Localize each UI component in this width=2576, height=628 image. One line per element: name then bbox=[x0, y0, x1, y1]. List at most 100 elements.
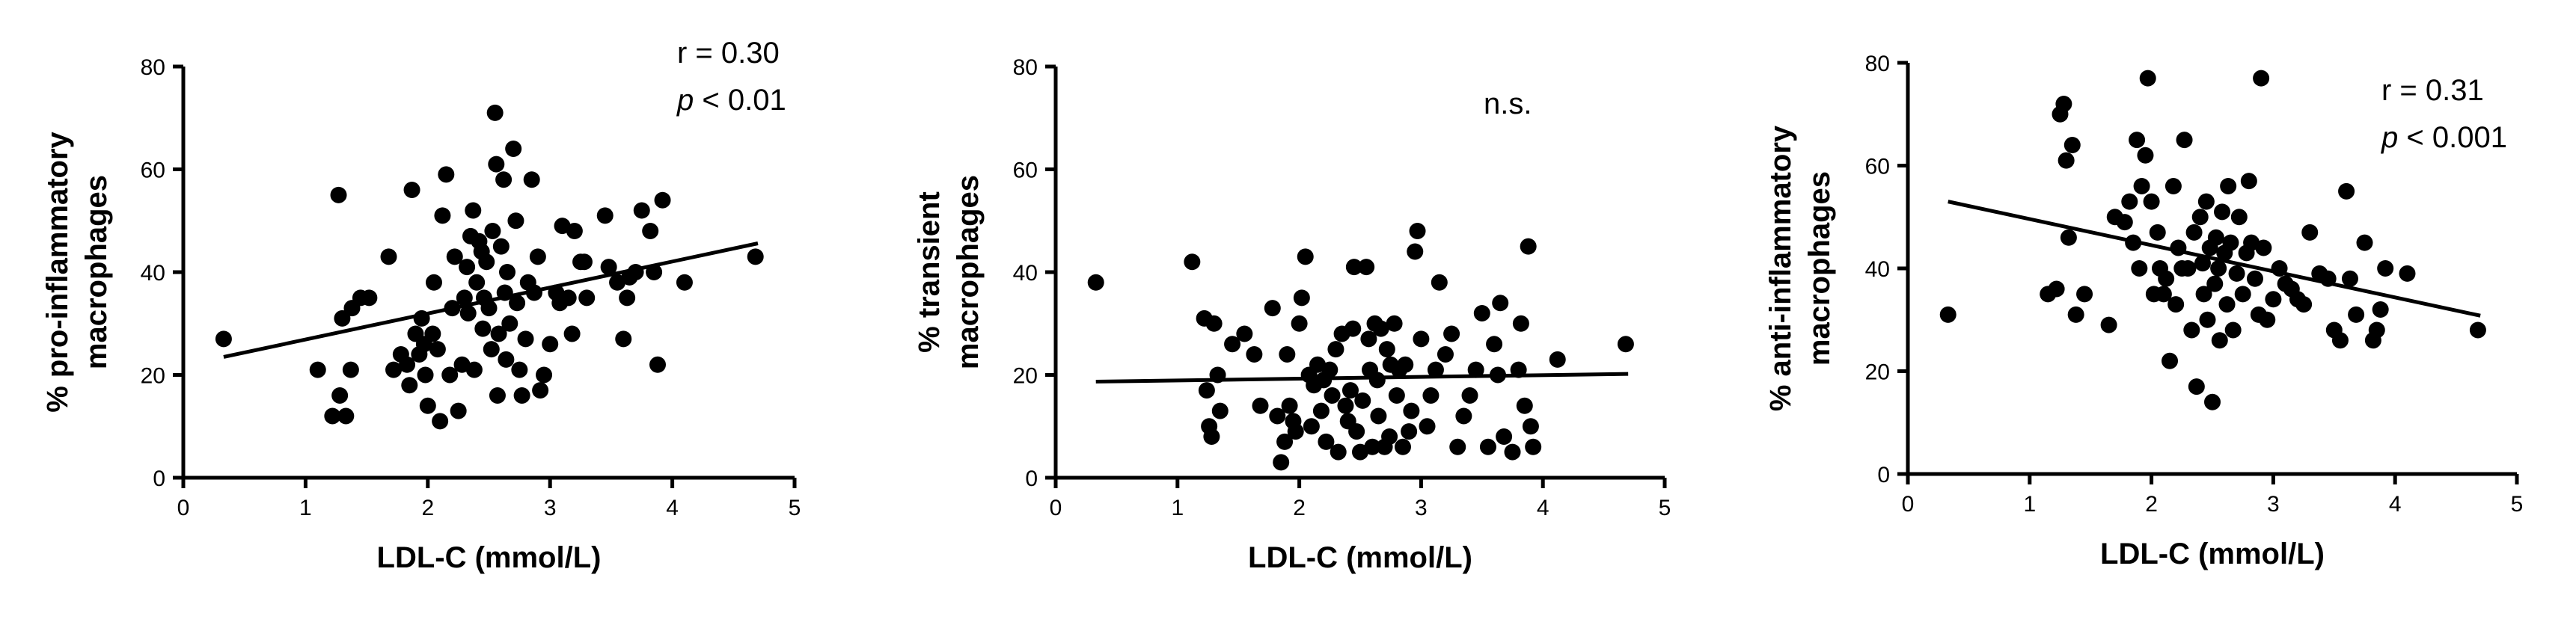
data-point bbox=[498, 351, 515, 368]
y-axis-title-line: % anti-inflammatory bbox=[1764, 125, 1797, 411]
y-tick-label: 60 bbox=[1865, 155, 1890, 179]
y-tick-label: 0 bbox=[153, 467, 165, 491]
scatter-panel-2: 0 20 40 60 80 0 1 2 3 4 5 LDL-C (mmol/L) % transient… bbox=[913, 55, 1671, 574]
data-point bbox=[2121, 193, 2138, 210]
y-axis-title-line: macrophages bbox=[80, 175, 113, 369]
data-point bbox=[309, 361, 326, 378]
data-point bbox=[2469, 321, 2486, 339]
data-point bbox=[1318, 433, 1335, 450]
data-point bbox=[1209, 366, 1226, 384]
data-point bbox=[2271, 260, 2288, 277]
stats-annotation: p < 0.01 bbox=[676, 84, 786, 117]
data-point bbox=[1269, 407, 1286, 425]
data-point bbox=[2301, 224, 2319, 241]
data-point bbox=[1345, 259, 1362, 276]
data-point bbox=[2133, 178, 2150, 194]
data-point bbox=[465, 202, 482, 219]
data-point bbox=[1388, 387, 1405, 404]
data-point bbox=[1312, 402, 1330, 419]
x-tick-label: 0 bbox=[1902, 492, 1915, 517]
x-tick-label: 0 bbox=[1050, 496, 1062, 520]
data-point bbox=[331, 387, 349, 404]
data-point bbox=[1510, 361, 1527, 378]
x-tick-label: 1 bbox=[1171, 496, 1184, 520]
data-point bbox=[1443, 325, 1460, 342]
data-point bbox=[1303, 418, 1320, 435]
data-point bbox=[1344, 320, 1362, 337]
data-point bbox=[334, 310, 351, 327]
y-tick-label: 80 bbox=[1865, 52, 1890, 76]
data-point bbox=[1525, 438, 1542, 455]
data-point bbox=[2368, 321, 2385, 339]
data-point bbox=[1397, 356, 1414, 373]
data-point bbox=[1479, 438, 1496, 455]
data-point bbox=[2188, 378, 2205, 395]
data-point bbox=[1341, 382, 1359, 399]
data-point bbox=[1203, 428, 1220, 445]
data-point bbox=[488, 156, 505, 173]
data-point bbox=[478, 253, 495, 271]
y-tick-label: 0 bbox=[1877, 463, 1890, 487]
data-point bbox=[2055, 96, 2072, 112]
data-point bbox=[361, 289, 378, 307]
data-point bbox=[492, 238, 510, 255]
data-point bbox=[2060, 229, 2077, 246]
data-point bbox=[432, 413, 449, 430]
data-point bbox=[600, 259, 617, 276]
y-axis-title-line: % pro-inflammatory bbox=[41, 131, 74, 412]
data-point bbox=[499, 264, 516, 280]
data-point bbox=[2176, 132, 2193, 149]
x-tick-label: 2 bbox=[2145, 492, 2158, 517]
x-axis-title: LDL-C (mmol/L) bbox=[1248, 541, 1472, 574]
data-point bbox=[2197, 193, 2215, 210]
data-point bbox=[1205, 315, 1223, 332]
data-point bbox=[1372, 320, 1389, 337]
data-point bbox=[2137, 147, 2154, 164]
data-point bbox=[1422, 387, 1440, 404]
x-tick-label: 2 bbox=[421, 496, 434, 520]
data-point bbox=[486, 104, 504, 121]
data-point bbox=[484, 223, 501, 239]
data-point bbox=[633, 202, 650, 219]
data-point bbox=[2338, 182, 2355, 200]
x-axis-title: LDL-C (mmol/L) bbox=[2100, 538, 2325, 570]
data-point bbox=[2131, 260, 2148, 277]
y-axis-title-line: % transient bbox=[913, 191, 946, 353]
data-point bbox=[496, 284, 513, 301]
data-point bbox=[676, 274, 693, 291]
data-point bbox=[511, 361, 528, 378]
data-point bbox=[509, 295, 526, 312]
data-point bbox=[215, 330, 232, 348]
data-point bbox=[2207, 229, 2224, 246]
data-point bbox=[2204, 393, 2221, 410]
data-point bbox=[1394, 438, 1411, 455]
y-tick-label: 80 bbox=[141, 55, 165, 80]
stats-annotation: p < 0.001 bbox=[2381, 121, 2507, 154]
stats-annotation: r = 0.30 bbox=[677, 37, 780, 70]
data-point bbox=[417, 366, 434, 384]
data-point bbox=[1252, 397, 1269, 414]
data-point bbox=[2399, 265, 2416, 282]
data-point bbox=[2356, 234, 2373, 251]
data-point bbox=[1368, 372, 1386, 389]
data-point bbox=[1330, 443, 1347, 461]
data-point bbox=[399, 356, 416, 373]
data-point bbox=[2100, 316, 2117, 333]
scatter-panel-3: 0 20 40 60 80 0 1 2 3 4 5 LDL-C (mmol/L) % anti-infl… bbox=[1764, 52, 2523, 570]
data-point bbox=[1337, 397, 1354, 414]
data-point bbox=[501, 315, 518, 332]
data-point bbox=[1427, 361, 1444, 378]
data-point bbox=[1273, 454, 1290, 471]
data-point bbox=[1297, 248, 1314, 265]
data-point bbox=[1246, 346, 1263, 363]
y-tick-label: 60 bbox=[1013, 158, 1038, 183]
data-point bbox=[1364, 438, 1381, 455]
data-point bbox=[444, 300, 461, 317]
data-point bbox=[1236, 325, 1253, 342]
data-point bbox=[2129, 132, 2146, 149]
y-tick-label: 40 bbox=[141, 261, 165, 286]
data-point bbox=[1224, 336, 1241, 353]
data-point bbox=[1291, 315, 1308, 332]
data-point bbox=[483, 341, 500, 358]
